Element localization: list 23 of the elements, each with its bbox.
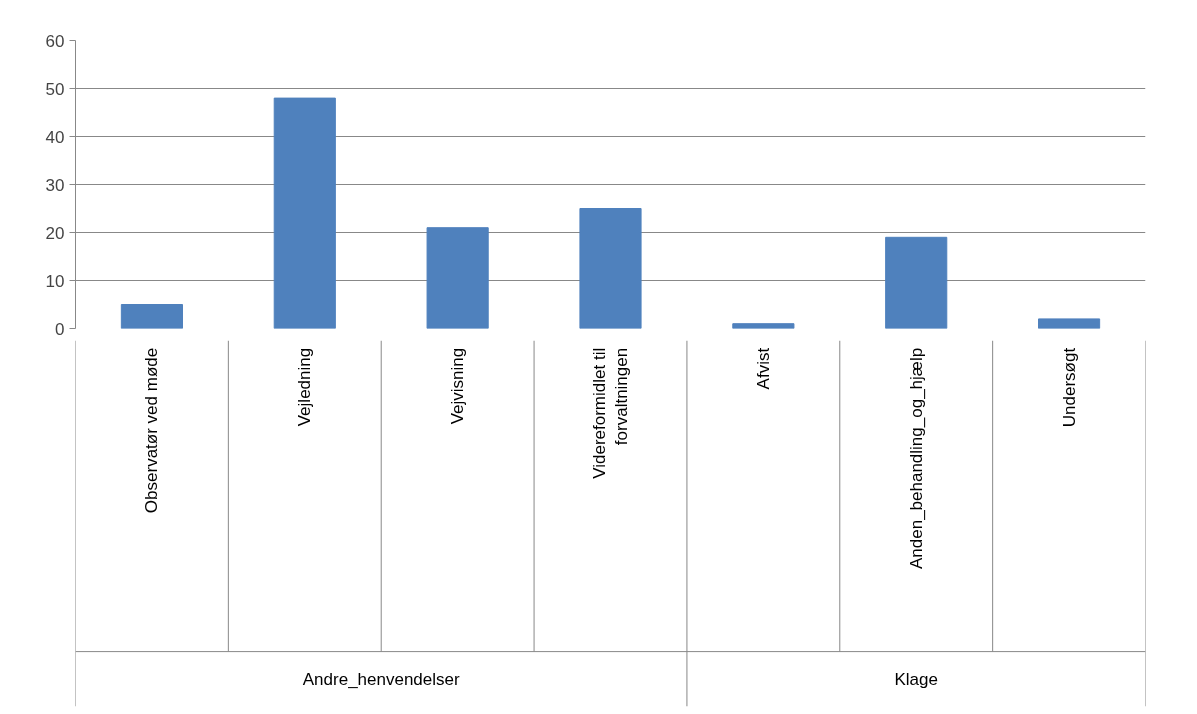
bar xyxy=(273,97,336,329)
y-tick-label: 50 xyxy=(45,79,65,99)
y-tick-label: 40 xyxy=(45,127,65,147)
bar xyxy=(426,227,489,329)
bar xyxy=(120,304,183,329)
x-tick-label: Vejledning xyxy=(295,347,315,427)
bar xyxy=(885,236,948,329)
text: Andre_henvendelser xyxy=(302,669,460,689)
y-tick-label: 10 xyxy=(45,271,65,291)
y-tick-label: 0 xyxy=(55,319,65,339)
x-tick-label: Undersøgt xyxy=(1059,347,1079,428)
x-tick-label: Vejvisning xyxy=(448,347,468,425)
bar xyxy=(732,323,795,329)
text: Klage xyxy=(894,669,938,689)
bar xyxy=(1038,318,1101,329)
y-tick-label: 20 xyxy=(45,223,65,243)
x-tick-label: Anden_behandling_og_hjælp xyxy=(906,347,926,570)
x-tick-label: Videreformidlet til forvaltningen xyxy=(590,347,631,479)
x-tick-label: Observatør ved møde xyxy=(142,347,162,514)
y-tick-label: 60 xyxy=(45,31,65,51)
x-tick-label: Afvist xyxy=(753,347,773,390)
bar xyxy=(579,208,642,329)
y-tick-label: 30 xyxy=(45,175,65,195)
